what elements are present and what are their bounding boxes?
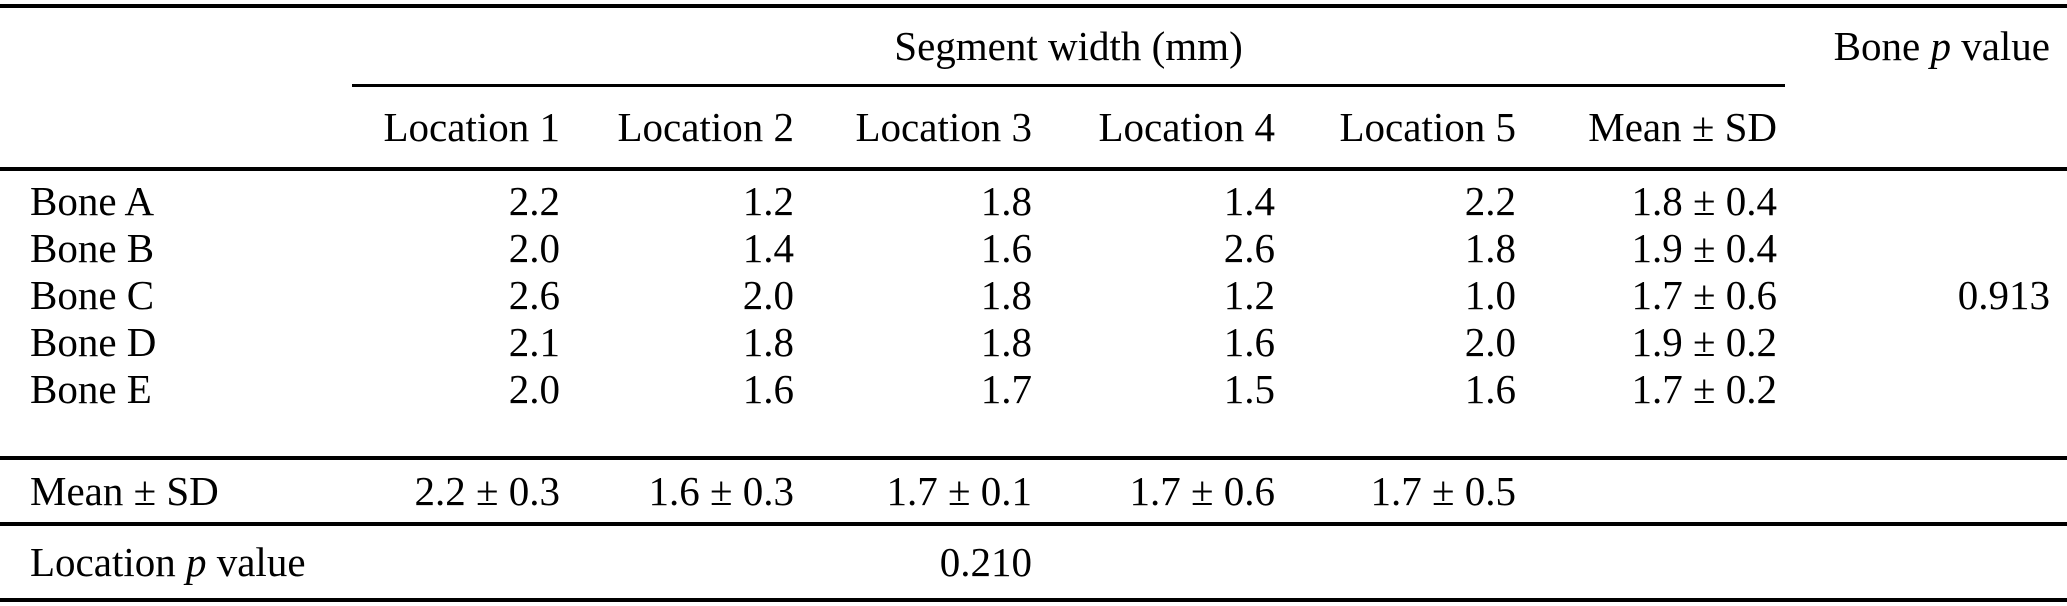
row-label: Bone B bbox=[30, 225, 155, 271]
mean-cell: 1.7 ± 0.5 bbox=[1370, 468, 1516, 514]
data-cell: 1.6 bbox=[1464, 366, 1516, 412]
data-cell: 1.8 bbox=[980, 319, 1032, 365]
data-cell: 1.8 bbox=[980, 272, 1032, 318]
data-cell: 1.4 bbox=[742, 225, 794, 271]
mean-cell: 1.7 ± 0.6 bbox=[1129, 468, 1275, 514]
mean-sd-cell: 1.7 ± 0.6 bbox=[1631, 272, 1777, 318]
mean-sd-cell: 1.9 ± 0.2 bbox=[1631, 319, 1777, 365]
row-label: Bone C bbox=[30, 272, 155, 318]
data-cell: 2.1 bbox=[508, 319, 560, 365]
location-p-post: value bbox=[216, 539, 306, 585]
data-cell: 1.6 bbox=[980, 225, 1032, 271]
rule-bottom bbox=[0, 598, 2067, 602]
rule-above-mean-row bbox=[0, 456, 2067, 460]
data-cell: 1.0 bbox=[1464, 272, 1516, 318]
mean-row-label: Mean ± SD bbox=[30, 468, 219, 514]
data-cell: 1.4 bbox=[1223, 178, 1275, 224]
rule-top bbox=[0, 4, 2067, 8]
data-cell: 2.0 bbox=[742, 272, 794, 318]
column-header-location-4: Location 4 bbox=[1098, 104, 1275, 150]
rule-header-bottom bbox=[0, 167, 2067, 171]
column-header-location-5: Location 5 bbox=[1339, 104, 1516, 150]
table-row-bone-b: Bone B 2.0 1.4 1.6 2.6 1.8 1.9 ± 0.4 bbox=[0, 224, 2067, 271]
column-header-mean-sd: Mean ± SD bbox=[1588, 104, 1777, 150]
location-p-value-cell: 0.210 bbox=[939, 539, 1032, 585]
data-cell: 2.2 bbox=[1464, 178, 1516, 224]
data-cell: 2.0 bbox=[508, 366, 560, 412]
table-row-bone-d: Bone D 2.1 1.8 1.8 1.6 2.0 1.9 ± 0.2 bbox=[0, 318, 2067, 365]
column-header-location-1: Location 1 bbox=[383, 104, 560, 150]
location-p-italic: p bbox=[185, 539, 207, 585]
data-cell: 1.8 bbox=[1464, 225, 1516, 271]
data-cell: 1.2 bbox=[742, 178, 794, 224]
table-column-header-row: Location 1 Location 2 Location 3 Locatio… bbox=[0, 87, 2067, 167]
rule-group-header bbox=[352, 84, 1785, 87]
bone-p-italic: p bbox=[1930, 23, 1951, 69]
table-row-location-p-value: Location p value 0.210 bbox=[0, 526, 2067, 598]
mean-cell: 1.7 ± 0.1 bbox=[886, 468, 1032, 514]
table-group-header-row: Segment width (mm) Bone p value bbox=[0, 8, 2067, 84]
data-cell: 1.8 bbox=[742, 319, 794, 365]
row-label: Bone A bbox=[30, 178, 155, 224]
column-header-location-3: Location 3 bbox=[855, 104, 1032, 150]
table-row-bone-c: Bone C 2.6 2.0 1.8 1.2 1.0 1.7 ± 0.6 0.9… bbox=[0, 271, 2067, 318]
mean-cell: 2.2 ± 0.3 bbox=[414, 468, 560, 514]
mean-sd-cell: 1.8 ± 0.4 bbox=[1631, 178, 1777, 224]
data-cell: 1.7 bbox=[980, 366, 1032, 412]
rule-above-location-p-row bbox=[0, 522, 2067, 526]
data-cell: 2.2 bbox=[508, 178, 560, 224]
data-cell: 2.6 bbox=[1223, 225, 1275, 271]
data-cell: 1.6 bbox=[742, 366, 794, 412]
data-cell: 1.6 bbox=[1223, 319, 1275, 365]
column-header-location-2: Location 2 bbox=[617, 104, 794, 150]
mean-sd-cell: 1.9 ± 0.4 bbox=[1631, 225, 1777, 271]
table-row-bone-e: Bone E 2.0 1.6 1.7 1.5 1.6 1.7 ± 0.2 bbox=[0, 365, 2067, 412]
bone-p-value-header: Bone p value bbox=[1785, 22, 2067, 70]
location-p-pre: Location bbox=[30, 539, 176, 585]
bone-p-post: value bbox=[1961, 23, 2050, 69]
table-row-mean-sd: Mean ± SD 2.2 ± 0.3 1.6 ± 0.3 1.7 ± 0.1 … bbox=[0, 460, 2067, 522]
table-row-bone-a: Bone A 2.2 1.2 1.8 1.4 2.2 1.8 ± 0.4 bbox=[0, 177, 2067, 224]
row-label: Bone D bbox=[30, 319, 157, 365]
data-cell: 2.6 bbox=[508, 272, 560, 318]
data-cell: 2.0 bbox=[1464, 319, 1516, 365]
mean-sd-cell: 1.7 ± 0.2 bbox=[1631, 366, 1777, 412]
table-body: Bone A 2.2 1.2 1.8 1.4 2.2 1.8 ± 0.4 Bon… bbox=[0, 171, 2067, 456]
group-header-segment-width: Segment width (mm) bbox=[352, 22, 1785, 70]
data-cell: 1.8 bbox=[980, 178, 1032, 224]
location-p-label: Location p value bbox=[0, 538, 352, 586]
data-cell: 2.0 bbox=[508, 225, 560, 271]
group-header-label: Segment width (mm) bbox=[894, 23, 1243, 69]
data-cell: 1.5 bbox=[1223, 366, 1275, 412]
bone-p-pre: Bone bbox=[1833, 23, 1921, 69]
mean-cell: 1.6 ± 0.3 bbox=[648, 468, 794, 514]
data-cell: 1.2 bbox=[1223, 272, 1275, 318]
row-label: Bone E bbox=[30, 366, 152, 412]
bone-p-value-cell: 0.913 bbox=[1957, 272, 2050, 318]
